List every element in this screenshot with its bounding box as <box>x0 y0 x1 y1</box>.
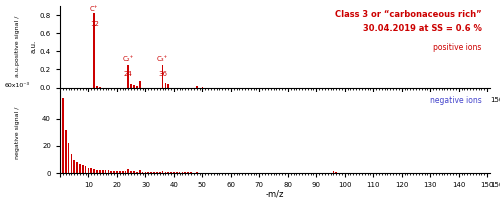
Bar <box>85 166 86 173</box>
Text: 24: 24 <box>124 71 132 77</box>
Text: 12: 12 <box>90 21 98 27</box>
Bar <box>104 170 106 173</box>
Bar <box>168 172 169 173</box>
Text: negative ions: negative ions <box>430 96 482 105</box>
Bar <box>70 154 72 173</box>
Bar <box>168 84 169 88</box>
Bar <box>68 143 70 173</box>
Bar <box>114 171 115 173</box>
Bar <box>119 172 120 173</box>
Bar <box>90 168 92 173</box>
Bar <box>332 171 334 173</box>
Bar <box>196 86 198 88</box>
Bar <box>144 172 146 173</box>
Bar <box>130 84 132 88</box>
X-axis label: -m/z: -m/z <box>266 189 284 199</box>
Bar <box>122 171 124 173</box>
Text: 150Th: 150Th <box>490 182 500 188</box>
Bar <box>124 172 126 173</box>
Bar <box>108 170 110 173</box>
Bar <box>76 162 78 173</box>
Bar <box>96 86 98 88</box>
Bar <box>162 65 164 88</box>
Bar <box>136 172 138 173</box>
Bar <box>65 130 66 173</box>
Text: C₂⁺: C₂⁺ <box>122 56 134 62</box>
Bar <box>133 171 135 173</box>
Text: 30.04.2019 at SS = 0.6 %: 30.04.2019 at SS = 0.6 % <box>362 24 482 33</box>
Text: positive ions: positive ions <box>433 43 482 52</box>
Bar <box>88 168 90 173</box>
Bar <box>99 170 100 173</box>
Text: 150Th: 150Th <box>490 97 500 103</box>
Bar <box>128 169 129 173</box>
Bar <box>79 164 81 173</box>
Bar <box>110 171 112 173</box>
Bar <box>82 165 84 173</box>
Bar <box>196 172 198 173</box>
Bar <box>128 65 129 88</box>
Bar <box>96 170 98 173</box>
Bar <box>164 83 166 88</box>
Y-axis label: a.u.: a.u. <box>31 40 37 53</box>
Bar <box>99 87 100 88</box>
Bar <box>116 171 118 173</box>
Bar <box>148 172 149 173</box>
Text: m/z: m/z <box>268 94 282 103</box>
Bar <box>164 172 166 173</box>
Bar <box>139 81 140 88</box>
Bar <box>133 85 135 88</box>
Bar <box>150 172 152 173</box>
Bar <box>142 172 144 173</box>
Bar <box>94 169 95 173</box>
Bar <box>162 171 164 173</box>
Text: 60x10⁻³: 60x10⁻³ <box>4 83 29 88</box>
Bar <box>156 172 158 173</box>
Bar <box>136 86 138 88</box>
Bar <box>170 172 172 173</box>
Bar <box>159 172 160 173</box>
Text: a.u.positive signal /: a.u.positive signal / <box>14 16 20 77</box>
Text: C⁺: C⁺ <box>90 6 98 12</box>
Bar <box>94 13 95 88</box>
Bar <box>202 87 203 88</box>
Text: 36: 36 <box>158 71 167 77</box>
Bar <box>102 170 104 173</box>
Bar <box>153 172 155 173</box>
Bar <box>74 160 75 173</box>
Bar <box>62 98 64 173</box>
Bar <box>139 170 140 173</box>
Text: negative signal /: negative signal / <box>14 106 20 159</box>
Text: C₃⁺: C₃⁺ <box>157 56 168 62</box>
Bar <box>130 171 132 173</box>
Text: Class 3 or “carbonaceous rich”: Class 3 or “carbonaceous rich” <box>335 10 482 19</box>
Bar <box>173 172 175 173</box>
